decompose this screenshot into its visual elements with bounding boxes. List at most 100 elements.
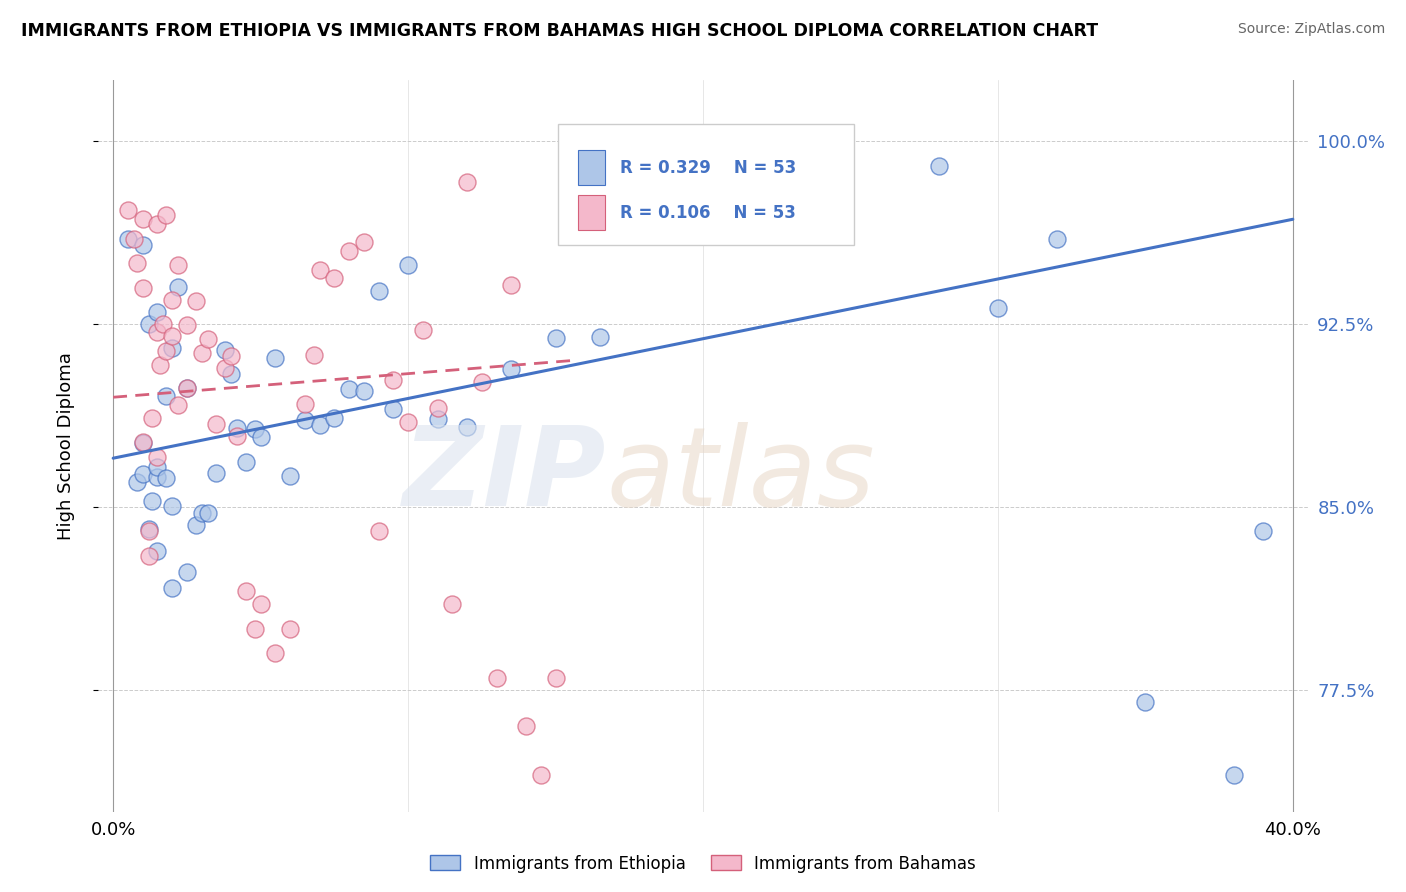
Point [155,471,177,485]
Point [485,671,508,685]
Point [456,175,478,189]
Point [337,382,360,396]
Point [122,232,145,246]
Point [471,376,494,390]
Point [412,323,434,337]
Point [544,331,567,345]
Point [219,349,242,363]
Point [146,544,169,558]
Point [197,507,219,521]
Point [160,582,183,596]
Point [184,294,207,309]
Point [235,455,257,469]
Text: ZIP: ZIP [402,422,606,529]
Point [692,221,714,235]
Point [117,202,139,217]
Point [155,389,177,403]
Point [396,258,419,272]
Point [235,583,257,598]
Point [294,413,316,427]
Point [515,719,537,733]
Point [928,159,950,173]
Point [367,524,389,539]
Text: R = 0.106    N = 53: R = 0.106 N = 53 [620,204,796,222]
Point [205,417,228,431]
Point [155,343,177,358]
Point [131,467,153,481]
Point [146,325,169,339]
Legend: Immigrants from Ethiopia, Immigrants from Bahamas: Immigrants from Ethiopia, Immigrants fro… [423,848,983,880]
Point [205,467,228,481]
Point [426,401,449,415]
Point [530,768,553,782]
Point [308,417,330,432]
Point [544,671,567,685]
Point [176,381,198,395]
Point [146,305,169,319]
Point [214,360,236,375]
Point [426,411,449,425]
Point [125,475,148,489]
Point [308,263,330,277]
Point [131,434,153,449]
Point [382,401,405,416]
Point [278,469,301,483]
Point [138,524,160,539]
Point [1135,695,1157,709]
Point [249,598,271,612]
Point [138,317,160,331]
Point [501,277,523,292]
Point [1046,232,1069,246]
Point [131,212,153,227]
Point [155,208,177,222]
Y-axis label: High School Diploma: High School Diploma [56,352,75,540]
Point [243,622,266,636]
Point [249,430,271,444]
Point [176,565,198,579]
Point [152,317,174,331]
Point [167,399,190,413]
Point [1223,768,1246,782]
Point [278,622,301,636]
Bar [578,150,605,185]
Point [131,435,153,450]
FancyBboxPatch shape [558,124,855,244]
Point [167,279,190,293]
Point [146,470,169,484]
Point [589,329,612,343]
Point [160,293,183,307]
Point [146,450,169,464]
Point [294,397,316,411]
Point [167,259,190,273]
Point [146,217,169,231]
Point [176,318,198,333]
Text: Source: ZipAtlas.com: Source: ZipAtlas.com [1237,22,1385,37]
Point [396,416,419,430]
Point [138,522,160,536]
Point [456,420,478,434]
Point [323,271,346,285]
Point [353,235,375,249]
Point [353,384,375,398]
Point [501,362,523,376]
Point [160,341,183,355]
Point [131,237,153,252]
Bar [578,195,605,230]
Point [160,329,183,343]
Point [125,256,148,270]
Point [138,549,160,563]
Point [117,232,139,246]
Point [226,429,249,443]
Point [214,343,236,358]
Point [141,494,163,508]
Point [337,244,360,259]
Point [190,507,212,521]
Point [751,222,773,236]
Point [197,332,219,346]
Point [382,373,405,387]
Point [141,410,163,425]
Point [302,348,325,362]
Point [226,421,249,435]
Point [264,351,287,365]
Point [176,381,198,395]
